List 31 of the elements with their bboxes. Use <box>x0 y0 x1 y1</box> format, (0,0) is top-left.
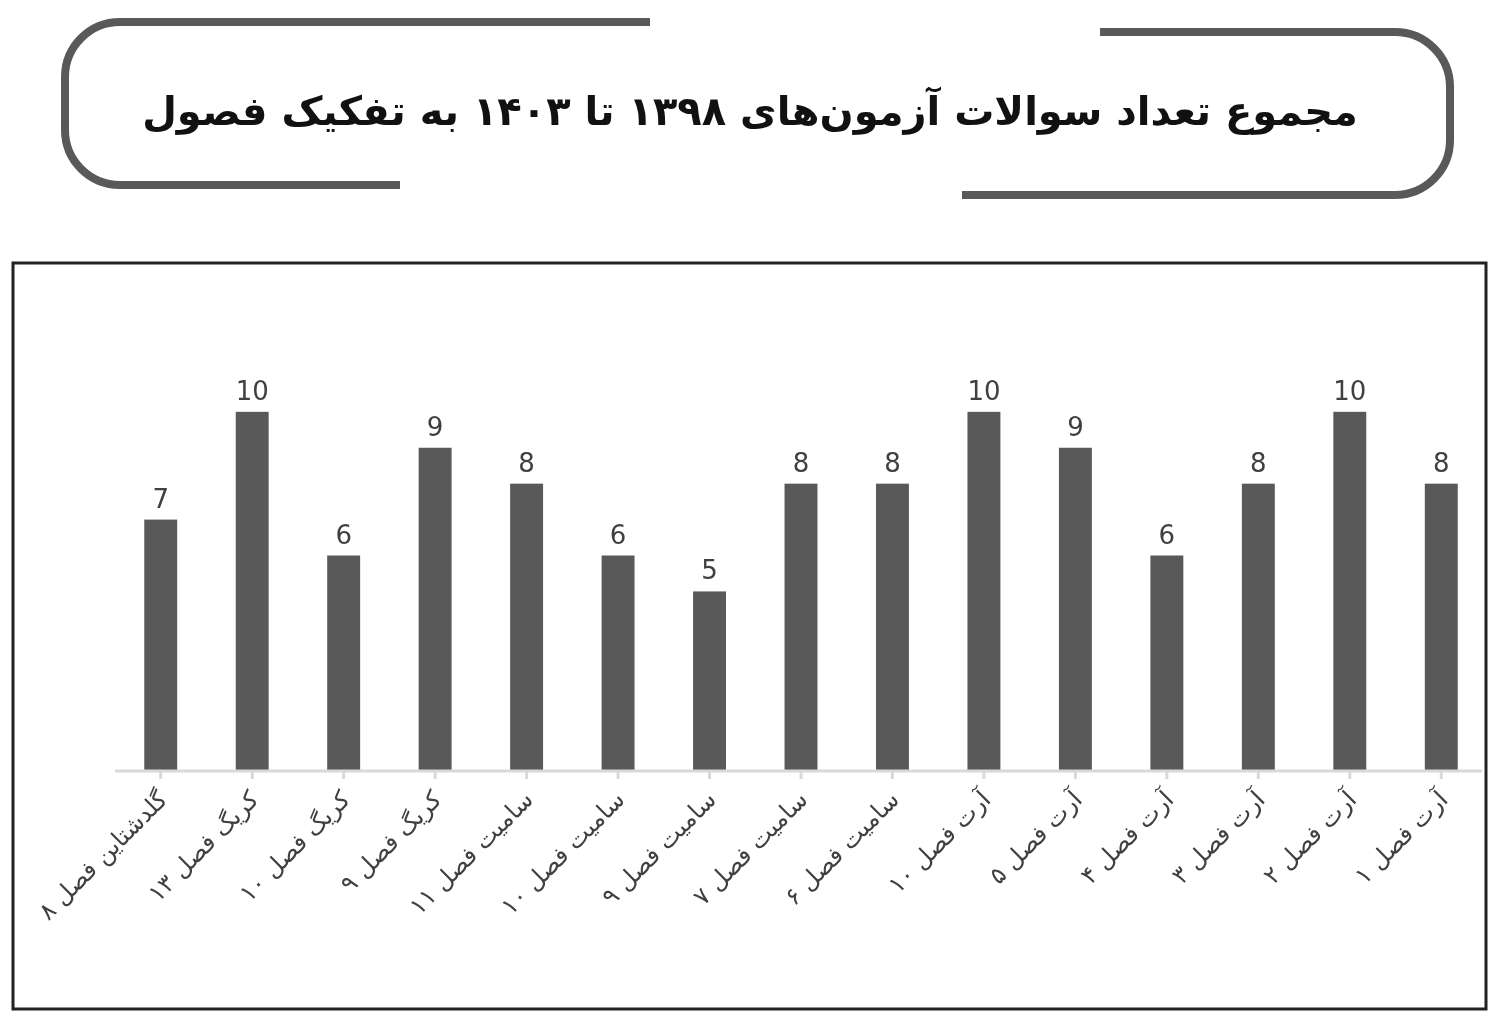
chart-title: مجموع تعداد سوالات آزمون‌های ۱۳۹۸ تا ۱۴۰۳ به تفکیک فصول <box>142 86 1358 135</box>
bar <box>876 483 909 771</box>
bar <box>1241 483 1275 771</box>
bar <box>601 555 635 771</box>
bar <box>1150 555 1184 771</box>
bar <box>510 483 544 771</box>
data-label: 5 <box>701 555 718 586</box>
bar <box>327 555 361 771</box>
data-label: 8 <box>792 447 810 478</box>
data-label: 8 <box>884 447 901 478</box>
data-label: 8 <box>1432 447 1450 478</box>
bar <box>693 591 726 771</box>
bar <box>1058 447 1092 771</box>
data-label: 10 <box>1333 375 1367 406</box>
bar <box>967 411 1001 771</box>
bar <box>1424 483 1458 771</box>
data-label: 7 <box>152 483 170 514</box>
bar <box>144 519 178 771</box>
bar <box>418 447 452 771</box>
data-label: 10 <box>967 375 1001 406</box>
data-label: 9 <box>426 411 444 442</box>
data-label: 6 <box>609 519 627 550</box>
data-label: 6 <box>335 519 352 550</box>
data-label: 9 <box>1067 411 1084 442</box>
data-label: 8 <box>1250 447 1267 478</box>
data-label: 8 <box>518 447 535 478</box>
bar <box>235 411 269 771</box>
data-label: 6 <box>1158 519 1176 550</box>
data-label: 10 <box>235 375 269 406</box>
bar <box>784 483 818 771</box>
bar <box>1333 411 1367 771</box>
